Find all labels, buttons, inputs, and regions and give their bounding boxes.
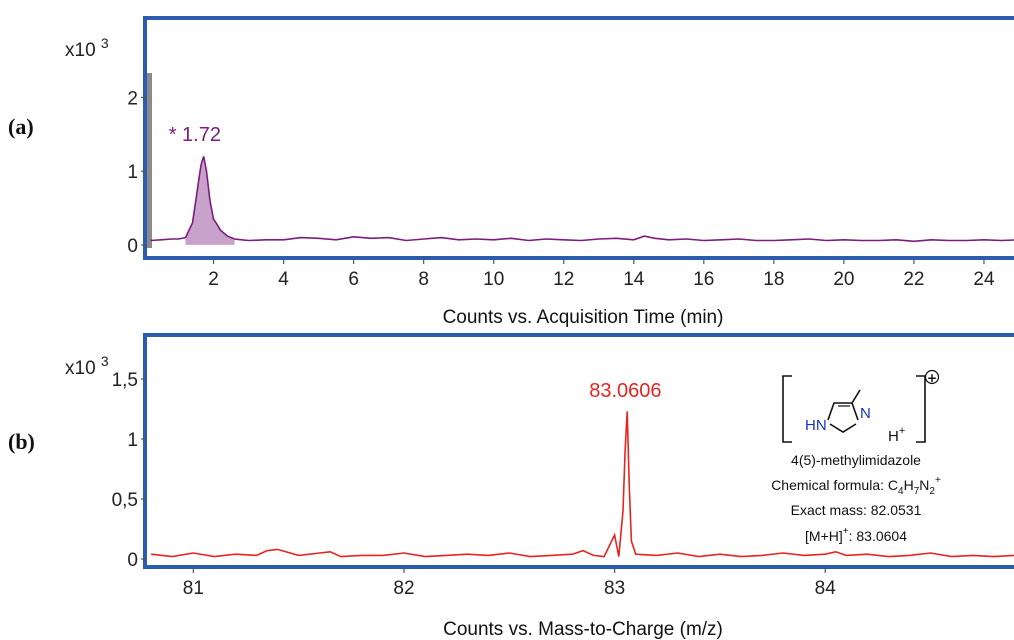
- panel-a-trace: [150, 156, 1014, 243]
- ring-bottom-bonds: [829, 423, 857, 433]
- x-tick-label: 20: [833, 269, 854, 290]
- panel-b-frame: [143, 333, 1014, 569]
- panel-b-trace: [151, 411, 1014, 558]
- panel-a-x-axis-label: Counts vs. Acquisition Time (min): [443, 307, 724, 328]
- panel-a-scale-label: x10 3: [65, 35, 109, 61]
- compound-info: 4(5)-methylimidazole Chemical formula: C…: [771, 452, 941, 544]
- x-tick-label: 2: [208, 269, 219, 290]
- y-tick-label: 0: [127, 550, 138, 571]
- x-tick-label: 10: [483, 269, 504, 290]
- ring-n-label: N: [860, 405, 871, 422]
- y-tick-label: 0: [127, 236, 138, 257]
- methyl-bond: [851, 389, 861, 404]
- x-tick-label: 24: [973, 269, 995, 290]
- bracket-right: [916, 375, 926, 443]
- panel-a-peak-label: * 1.72: [169, 124, 221, 146]
- panel-a-peak-fill: [185, 156, 235, 245]
- mh-mass: [M+H]+: 83.0604: [805, 526, 907, 544]
- positive-charge-icon: [924, 369, 940, 385]
- x-tick-label: 22: [903, 269, 924, 290]
- compound-structure: + HN N H+: [782, 369, 940, 445]
- x-tick-label: 16: [693, 269, 714, 290]
- panel-b-x-ticks: 81 82 83 84: [183, 567, 836, 599]
- y-tick-label: 1,5: [112, 370, 138, 391]
- ring-bonds: [827, 402, 859, 421]
- panel-a-frame: [143, 16, 1014, 260]
- x-tick-label: 81: [183, 578, 204, 599]
- panel-a-label: (a): [8, 114, 34, 139]
- chemical-formula: Chemical formula: C4H7N2+: [771, 475, 941, 497]
- proton-label: H+: [888, 425, 905, 445]
- y-tick-label: 0,5: [112, 490, 138, 511]
- x-tick-label: 4: [278, 269, 289, 290]
- exact-mass: Exact mass: 82.0531: [791, 502, 922, 518]
- panel-b-peak-label: 83.0606: [589, 380, 661, 402]
- x-tick-label: 84: [815, 578, 837, 599]
- panel-a-y-ticks: 0 1 2: [127, 88, 147, 257]
- x-tick-label: 12: [553, 269, 574, 290]
- panel-b-x-axis-label: Counts vs. Mass-to-Charge (m/z): [443, 619, 723, 640]
- x-tick-label: 6: [348, 269, 359, 290]
- x-tick-label: 83: [604, 578, 625, 599]
- x-tick-label: 82: [393, 578, 414, 599]
- panel-b-y-ticks: 0 0,5 1 1,5: [112, 370, 147, 571]
- panel-a-x-ticks: 2 4 6 8 10 12 14 16 18 20 22 24: [208, 258, 995, 290]
- y-tick-label: 1: [127, 430, 138, 451]
- panel-b-label: (b): [8, 429, 35, 454]
- x-tick-label: 14: [623, 269, 645, 290]
- bracket-left: [782, 375, 792, 443]
- panel-a-chromatogram: (a) x10 3 012 2 4 6 8 10 12 14 16 18 20 22 24 * 1.7…: [8, 16, 1014, 328]
- y-tick-label: 1: [127, 162, 138, 183]
- y-tick-label: 2: [127, 88, 138, 109]
- x-tick-label: 18: [763, 269, 784, 290]
- panel-a-gray-marker: [147, 73, 152, 248]
- charge-symbol: +: [927, 371, 937, 385]
- compound-name: 4(5)-methylimidazole: [791, 452, 921, 468]
- panel-b-scale-label: x10 3: [65, 353, 109, 379]
- x-tick-label: 8: [418, 269, 429, 290]
- panel-b-mass-spectrum: (b) x10 3 0 0,5 1 1,5 81 82 83 84 83.0606 Coun…: [8, 333, 1014, 640]
- ring-hn-label: HN: [805, 417, 827, 434]
